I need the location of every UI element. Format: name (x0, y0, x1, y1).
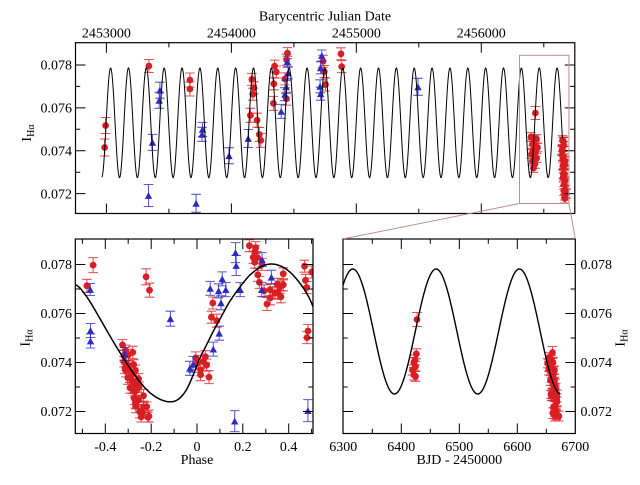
svg-text:0.076: 0.076 (581, 307, 613, 322)
svg-text:0.078: 0.078 (41, 258, 73, 273)
svg-text:0.074: 0.074 (41, 356, 73, 371)
svg-text:0: 0 (194, 440, 201, 455)
svg-text:0.076: 0.076 (41, 307, 73, 322)
svg-text:6600: 6600 (503, 440, 531, 455)
svg-text:6400: 6400 (387, 440, 415, 455)
svg-text:2453000: 2453000 (82, 27, 131, 42)
svg-text:0.078: 0.078 (41, 59, 73, 74)
svg-text:6700: 6700 (561, 440, 589, 455)
svg-text:Barycentric Julian Date: Barycentric Julian Date (259, 10, 391, 25)
svg-text:0.074: 0.074 (581, 356, 613, 371)
svg-text:0.076: 0.076 (41, 102, 73, 117)
svg-text:Phase: Phase (181, 453, 214, 468)
svg-text:0.078: 0.078 (581, 258, 613, 273)
svg-text:0.072: 0.072 (581, 405, 613, 420)
svg-text:-0.4: -0.4 (94, 440, 116, 455)
svg-text:0.072: 0.072 (41, 405, 73, 420)
svg-text:2455000: 2455000 (332, 27, 381, 42)
svg-text:0.072: 0.072 (41, 187, 73, 202)
svg-text:2454000: 2454000 (207, 27, 256, 42)
svg-text:6500: 6500 (445, 440, 473, 455)
svg-text:BJD - 2450000: BJD - 2450000 (417, 453, 503, 468)
svg-text:0.074: 0.074 (41, 144, 73, 159)
svg-text:0.4: 0.4 (280, 440, 298, 455)
svg-text:0.2: 0.2 (234, 440, 252, 455)
svg-text:6300: 6300 (329, 440, 357, 455)
svg-text:-0.2: -0.2 (140, 440, 162, 455)
svg-text:2456000: 2456000 (457, 27, 506, 42)
